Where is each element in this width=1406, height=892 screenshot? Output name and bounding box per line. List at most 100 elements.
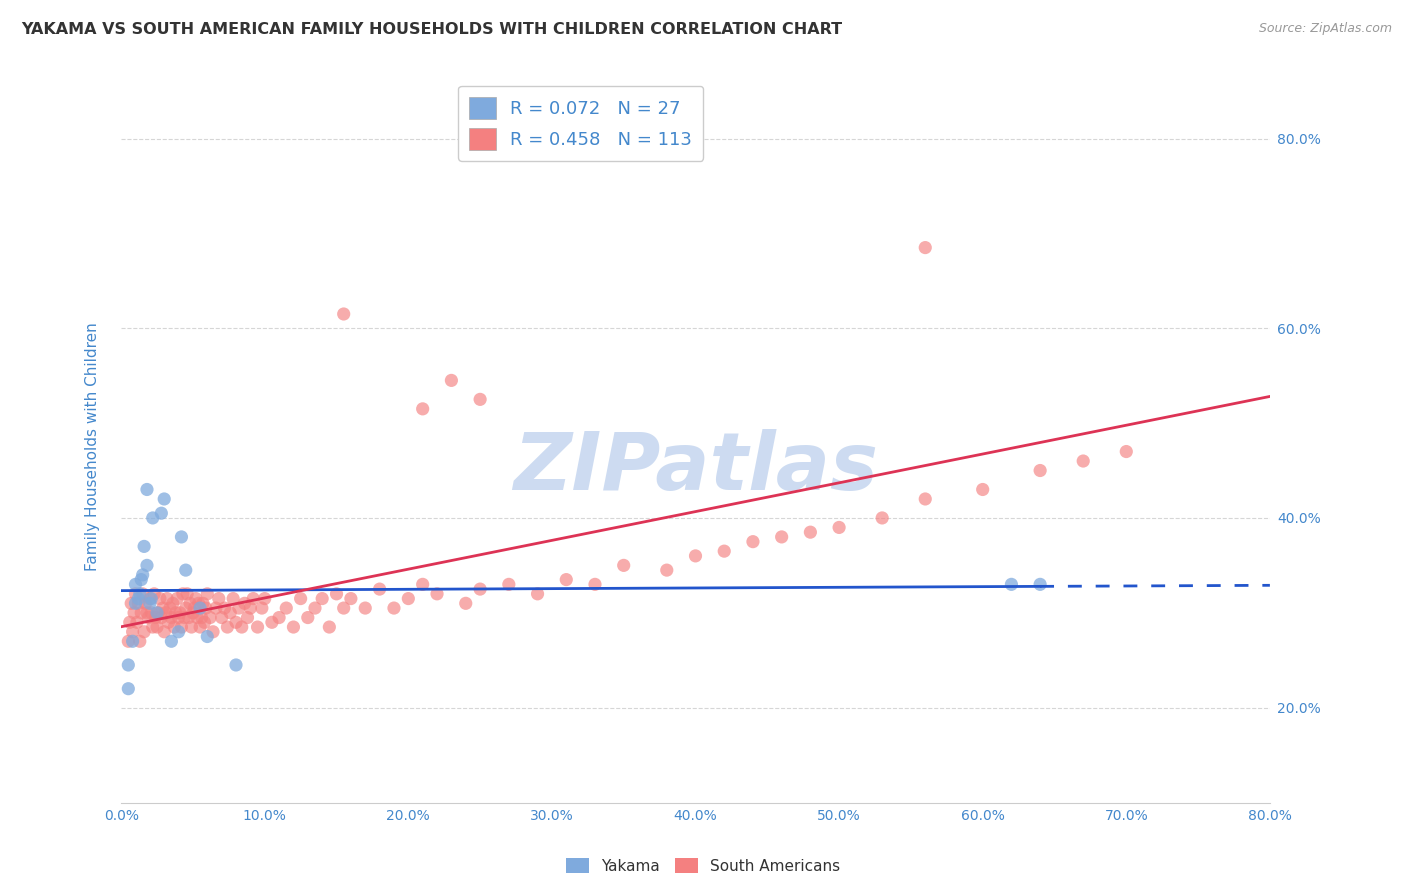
Point bbox=[129, 606, 152, 620]
Point bbox=[354, 601, 377, 615]
Point bbox=[138, 610, 160, 624]
Point bbox=[132, 624, 155, 639]
Point bbox=[160, 634, 183, 648]
Point bbox=[135, 596, 157, 610]
Point bbox=[332, 601, 354, 615]
Point bbox=[799, 525, 821, 540]
Point bbox=[253, 591, 276, 606]
Point bbox=[117, 681, 139, 696]
Point bbox=[157, 615, 180, 630]
Point bbox=[1029, 463, 1052, 477]
Point bbox=[231, 620, 253, 634]
Point bbox=[136, 558, 159, 573]
Point bbox=[191, 596, 214, 610]
Point bbox=[179, 596, 201, 610]
Point bbox=[187, 596, 209, 610]
Legend: R = 0.072   N = 27, R = 0.458   N = 113: R = 0.072 N = 27, R = 0.458 N = 113 bbox=[458, 86, 703, 161]
Point bbox=[177, 610, 200, 624]
Point bbox=[340, 591, 363, 606]
Point bbox=[188, 601, 211, 615]
Point bbox=[297, 610, 319, 624]
Point bbox=[198, 610, 221, 624]
Point bbox=[149, 591, 172, 606]
Point bbox=[186, 610, 208, 624]
Point bbox=[124, 596, 146, 610]
Point bbox=[412, 577, 434, 591]
Point bbox=[136, 483, 159, 497]
Point bbox=[132, 540, 155, 554]
Point bbox=[770, 530, 793, 544]
Point bbox=[914, 491, 936, 506]
Point bbox=[260, 615, 283, 630]
Point bbox=[655, 563, 678, 577]
Point bbox=[173, 610, 195, 624]
Point bbox=[304, 601, 326, 615]
Point bbox=[236, 610, 259, 624]
Point bbox=[1029, 577, 1052, 591]
Point bbox=[412, 401, 434, 416]
Point bbox=[202, 624, 225, 639]
Point bbox=[972, 483, 994, 497]
Point bbox=[267, 610, 290, 624]
Point bbox=[742, 534, 765, 549]
Point bbox=[713, 544, 735, 558]
Point bbox=[150, 610, 173, 624]
Point bbox=[148, 606, 170, 620]
Point bbox=[169, 606, 191, 620]
Point bbox=[163, 620, 186, 634]
Text: ZIPatlas: ZIPatlas bbox=[513, 429, 877, 508]
Point bbox=[167, 624, 190, 639]
Point bbox=[914, 241, 936, 255]
Point bbox=[242, 591, 264, 606]
Point bbox=[382, 601, 405, 615]
Point bbox=[146, 606, 169, 620]
Point bbox=[613, 558, 636, 573]
Point bbox=[139, 596, 162, 610]
Point bbox=[526, 587, 548, 601]
Y-axis label: Family Households with Children: Family Households with Children bbox=[86, 322, 100, 571]
Point bbox=[214, 601, 236, 615]
Point bbox=[156, 591, 179, 606]
Point bbox=[233, 596, 256, 610]
Point bbox=[121, 634, 143, 648]
Point bbox=[120, 596, 142, 610]
Point bbox=[188, 620, 211, 634]
Point bbox=[142, 620, 165, 634]
Point bbox=[318, 620, 340, 634]
Text: YAKAMA VS SOUTH AMERICAN FAMILY HOUSEHOLDS WITH CHILDREN CORRELATION CHART: YAKAMA VS SOUTH AMERICAN FAMILY HOUSEHOL… bbox=[21, 22, 842, 37]
Point bbox=[194, 601, 217, 615]
Point bbox=[205, 601, 228, 615]
Point bbox=[174, 563, 197, 577]
Point bbox=[276, 601, 298, 615]
Point bbox=[180, 620, 202, 634]
Point bbox=[246, 620, 269, 634]
Point bbox=[141, 606, 163, 620]
Point bbox=[155, 606, 177, 620]
Point bbox=[150, 506, 173, 520]
Point bbox=[128, 634, 150, 648]
Point bbox=[142, 511, 165, 525]
Point bbox=[828, 520, 851, 534]
Point bbox=[250, 601, 273, 615]
Point bbox=[141, 591, 163, 606]
Point bbox=[127, 596, 149, 610]
Point bbox=[583, 577, 606, 591]
Point bbox=[166, 591, 188, 606]
Point bbox=[396, 591, 419, 606]
Point bbox=[172, 587, 194, 601]
Point bbox=[498, 577, 520, 591]
Point bbox=[870, 511, 893, 525]
Point bbox=[117, 634, 139, 648]
Point bbox=[454, 596, 477, 610]
Point bbox=[195, 587, 218, 601]
Point bbox=[219, 606, 242, 620]
Point bbox=[1115, 444, 1137, 458]
Point bbox=[165, 606, 187, 620]
Point bbox=[176, 587, 198, 601]
Point bbox=[124, 587, 146, 601]
Point bbox=[190, 610, 212, 624]
Point bbox=[145, 610, 167, 624]
Point bbox=[211, 610, 233, 624]
Point bbox=[162, 596, 184, 610]
Point bbox=[426, 587, 449, 601]
